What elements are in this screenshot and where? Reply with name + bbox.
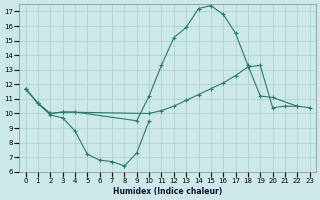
X-axis label: Humidex (Indice chaleur): Humidex (Indice chaleur) bbox=[113, 187, 222, 196]
